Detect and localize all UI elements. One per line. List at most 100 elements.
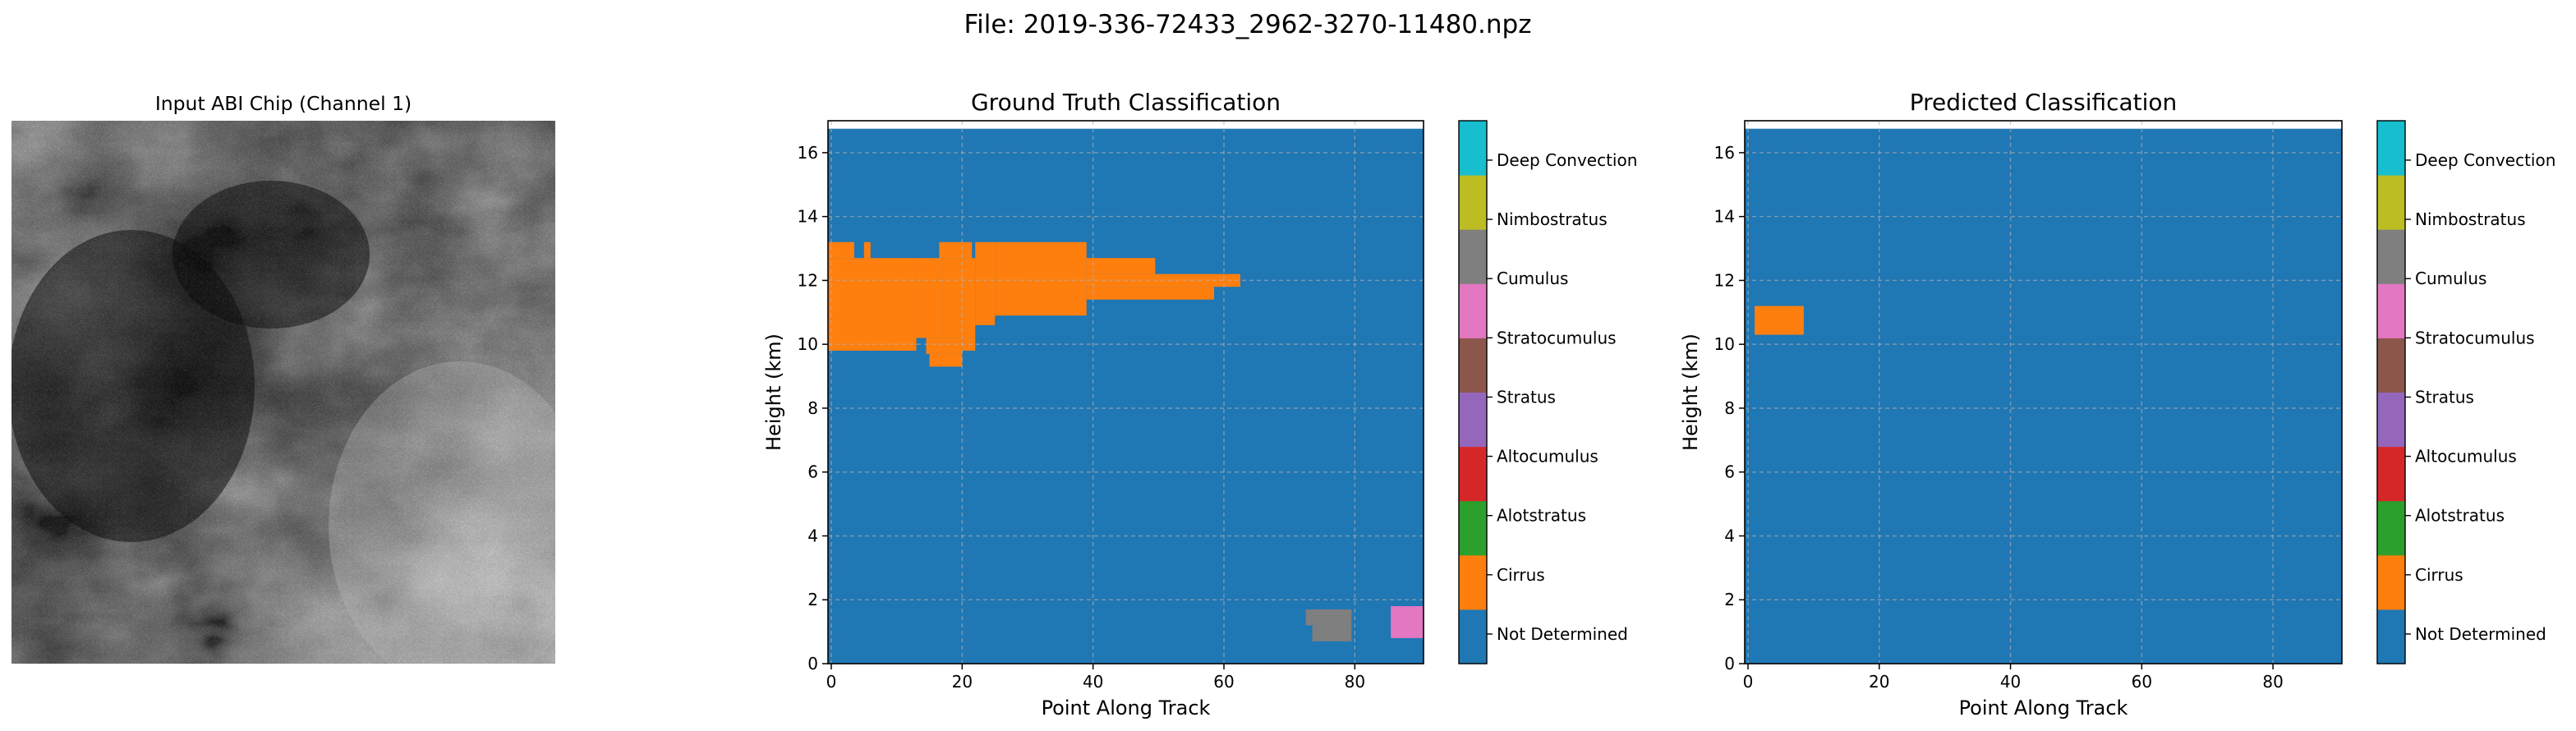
predicted-colorbar-label: Deep Convection: [2415, 150, 2555, 170]
ground-truth-x-tick-label: 20: [952, 672, 973, 692]
ground-truth-y-tick-label: 12: [798, 270, 818, 290]
predicted-y-tick-label: 12: [1714, 270, 1735, 290]
ground-truth-colorbar-bin: [1459, 175, 1487, 230]
predicted-colorbar-bin: [2377, 609, 2405, 664]
ground-truth-colorbar-bin: [1459, 121, 1487, 176]
ground-truth-x-axis-label: Point Along Track: [1042, 697, 1211, 720]
ground-truth-axes-frame: [827, 120, 1424, 664]
ground-truth-colorbar-bin: [1459, 229, 1487, 284]
ground-truth-y-axis-label: Height (km): [762, 333, 785, 451]
ground-truth-region-stratocumulus: [1305, 609, 1352, 626]
predicted-colorbar-bin: [2377, 338, 2405, 393]
ground-truth-colorbar-bin: [1459, 500, 1487, 556]
predicted-colorbar-bin: [2377, 446, 2405, 502]
image-panel: Input ABI Chip (Channel 1): [12, 92, 555, 664]
predicted-y-tick-label: 2: [1724, 590, 1735, 609]
ground-truth-chart: 0 20 40 60 80 0 2 4 6 8 10 12 14 16 Ground Truth Class…: [762, 89, 1637, 720]
figure-suptitle: File: 2019-336-72433_2962-3270-11480.npz: [964, 10, 1532, 39]
predicted-colorbar-bin: [2377, 392, 2405, 448]
ground-truth-region-cirrus: [926, 338, 963, 354]
ground-truth-region-cirrus: [929, 353, 963, 367]
predicted-colorbar-label: Altocumulus: [2415, 447, 2517, 467]
satellite-image: [12, 121, 555, 664]
ground-truth-colorbar-bin: [1459, 283, 1487, 338]
predicted-y-tick-label: 16: [1714, 143, 1735, 163]
ground-truth-colorbar-label: Not Determined: [1497, 624, 1628, 644]
ground-truth-region-cirrus: [863, 241, 871, 259]
ground-truth-colorbar-label: Deep Convection: [1497, 150, 1637, 170]
predicted-y-tick-label: 0: [1724, 654, 1735, 674]
predicted-x-tick-label: 0: [1743, 672, 1754, 692]
ground-truth-region-cumulus: [1391, 606, 1424, 638]
ground-truth-background-region: [828, 128, 1424, 664]
predicted-y-tick-label: 14: [1714, 207, 1735, 227]
ground-truth-y-tick-label: 10: [798, 334, 818, 354]
ground-truth-title: Ground Truth Classification: [971, 89, 1281, 116]
ground-truth-colorbar-bin: [1459, 554, 1487, 610]
image-panel-title: Input ABI Chip (Channel 1): [155, 92, 412, 115]
predicted-colorbar-label: Cumulus: [2415, 269, 2486, 288]
ground-truth-y-tick-label: 0: [807, 654, 818, 674]
predicted-y-tick-label: 6: [1724, 462, 1735, 482]
ground-truth-region-cirrus: [1086, 258, 1156, 274]
predicted-colorbar-bin: [2377, 121, 2405, 176]
predicted-colorbar-bin: [2377, 283, 2405, 338]
ground-truth-region-cirrus: [1086, 274, 1215, 287]
predicted-colorbar-bin: [2377, 554, 2405, 610]
ground-truth-region-cirrus: [916, 258, 943, 338]
ground-truth-region-cirrus: [1214, 274, 1240, 287]
predicted-colorbar-bin: [2377, 500, 2405, 556]
ground-truth-y-tick-label: 8: [807, 398, 818, 418]
predicted-y-tick-label: 10: [1714, 334, 1735, 354]
ground-truth-y-tick-label: 2: [807, 590, 818, 609]
ground-truth-colorbar-label: Cumulus: [1497, 269, 1568, 288]
predicted-x-tick-label: 60: [2132, 672, 2152, 692]
predicted-colorbar-label: Alotstratus: [2415, 506, 2505, 526]
ground-truth-region-cirrus: [828, 258, 917, 351]
ground-truth-colorbar-label: Nimbostratus: [1497, 209, 1608, 229]
predicted-colorbar-label: Cirrus: [2415, 565, 2463, 585]
ground-truth-region-cirrus: [942, 258, 976, 338]
predicted-region-cirrus: [1754, 306, 1804, 335]
ground-truth-colorbar: Not Determined Cirrus Alotstratus Altocumul…: [1458, 120, 1637, 664]
ground-truth-y-tick-label: 4: [807, 526, 818, 545]
predicted-x-tick-label: 80: [2262, 672, 2283, 692]
ground-truth-region-stratocumulus: [1312, 625, 1352, 641]
ground-truth-x-tick-label: 60: [1213, 672, 1234, 692]
ground-truth-region-cirrus: [828, 241, 854, 259]
predicted-background-region: [1745, 128, 2342, 664]
ground-truth-x-tick-label: 0: [826, 672, 837, 692]
predicted-chart: 0 20 40 60 80 0 2 4 6 8 10 12 14 16 Predicted Classifi…: [1679, 89, 2555, 720]
ground-truth-colorbar-label: Altocumulus: [1497, 447, 1598, 467]
predicted-axes-frame: [1744, 120, 2343, 664]
ground-truth-y-tick-label: 16: [798, 143, 818, 163]
ground-truth-region-cirrus: [939, 241, 973, 259]
ground-truth-x-tick-label: 40: [1083, 672, 1103, 692]
ground-truth-region-cirrus: [995, 241, 1087, 316]
predicted-y-tick-label: 4: [1724, 526, 1735, 545]
ground-truth-colorbar-label: Stratocumulus: [1497, 328, 1617, 347]
predicted-x-tick-label: 40: [2000, 672, 2021, 692]
ground-truth-colorbar-label: Alotstratus: [1497, 506, 1586, 526]
ground-truth-colorbar-label: Stratus: [1497, 387, 1556, 407]
predicted-x-tick-label: 20: [1869, 672, 1889, 692]
predicted-colorbar-label: Nimbostratus: [2415, 209, 2526, 229]
predicted-colorbar-label: Stratocumulus: [2415, 328, 2535, 347]
ground-truth-y-tick-label: 14: [798, 207, 818, 227]
predicted-colorbar-label: Stratus: [2415, 387, 2474, 407]
predicted-x-axis-label: Point Along Track: [1959, 697, 2128, 720]
ground-truth-colorbar-label: Cirrus: [1497, 565, 1545, 585]
predicted-colorbar: Not Determined Cirrus Alotstratus Altocumul…: [2376, 120, 2555, 664]
ground-truth-colorbar-bin: [1459, 392, 1487, 448]
predicted-y-axis-label: Height (km): [1679, 333, 1702, 451]
ground-truth-colorbar-bin: [1459, 338, 1487, 393]
ground-truth-y-tick-label: 6: [807, 462, 818, 482]
ground-truth-colorbar-bin: [1459, 446, 1487, 502]
predicted-y-tick-label: 8: [1724, 398, 1735, 418]
ground-truth-colorbar-bin: [1459, 609, 1487, 664]
ground-truth-region-cirrus: [1086, 287, 1215, 300]
predicted-title: Predicted Classification: [1910, 89, 2178, 116]
ground-truth-region-cirrus: [975, 241, 996, 325]
predicted-colorbar-bin: [2377, 175, 2405, 230]
